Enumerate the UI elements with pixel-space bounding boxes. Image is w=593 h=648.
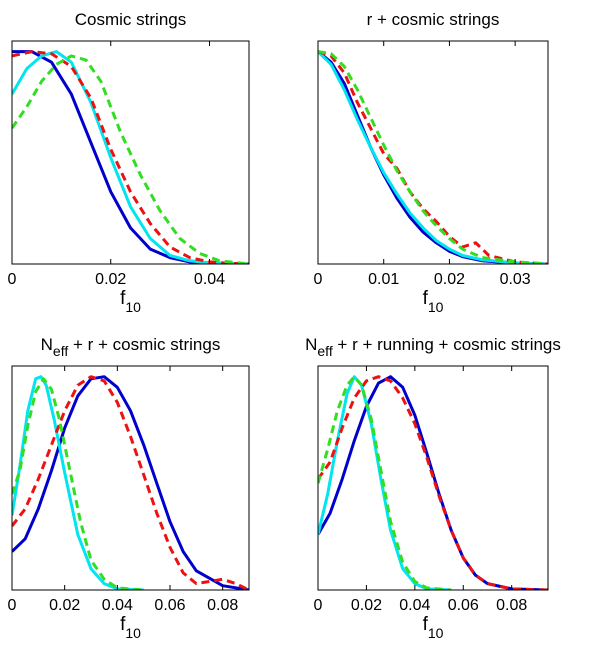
series-line-blue — [318, 375, 548, 590]
x-tick-label: 0.02 — [49, 597, 80, 614]
series-line-red — [318, 375, 548, 590]
x-tick-label: 0.06 — [448, 597, 479, 614]
panel-3: Neff + r + cosmic strings 0 0.02 0.04 0.06 0.… — [8, 335, 250, 641]
x-axis-label: f10 — [120, 614, 141, 641]
panel-4: Neff + r + running + cosmic strings 0 0.02… — [305, 335, 561, 641]
x-tick-label: 0.04 — [194, 271, 225, 288]
x-tick-label: 0 — [8, 271, 17, 288]
x-axis-label: f10 — [423, 288, 444, 315]
x-tick-label: 0.02 — [95, 271, 126, 288]
axes-frame — [11, 40, 250, 265]
series-line-green — [318, 50, 548, 264]
x-tick-label: 0.08 — [207, 597, 238, 614]
panel-1: Cosmic strings 0 0.02 0.04 f10 — [8, 10, 250, 315]
x-tick-label: 0.04 — [102, 597, 133, 614]
axes-frame — [11, 365, 250, 591]
x-tick-label: 0 — [314, 597, 323, 614]
x-tick-label: 0.01 — [368, 271, 399, 288]
series-group — [12, 375, 249, 590]
axes-frame — [317, 365, 549, 591]
series-line-red — [12, 375, 249, 590]
panel-title: r + cosmic strings — [367, 10, 500, 29]
panel-title: Cosmic strings — [75, 10, 186, 29]
x-tick-label: 0.08 — [496, 597, 527, 614]
series-group — [318, 375, 548, 590]
series-group — [318, 50, 548, 264]
series-line-cyan — [12, 375, 144, 590]
axes-frame — [317, 40, 549, 265]
x-tick-label: 0 — [314, 271, 323, 288]
panel-title: Neff + r + cosmic strings — [41, 335, 221, 359]
x-axis-label: f10 — [423, 614, 444, 641]
series-line-blue — [12, 50, 249, 264]
x-tick-label: 0.06 — [154, 597, 185, 614]
series-line-blue — [12, 375, 249, 590]
x-tick-label: 0.02 — [351, 597, 382, 614]
series-line-cyan — [318, 50, 548, 264]
panel-2: r + cosmic strings 0 0.01 0.02 0.03 f10 — [314, 10, 549, 315]
x-tick-label: 0.03 — [500, 271, 531, 288]
x-axis-label: f10 — [120, 288, 141, 315]
x-tick-label: 0 — [8, 597, 17, 614]
x-tick-label: 0.04 — [399, 597, 430, 614]
series-line-green — [12, 54, 249, 264]
series-line-green — [12, 377, 144, 590]
series-line-cyan — [12, 50, 249, 264]
series-line-red — [12, 50, 249, 264]
series-line-blue — [318, 50, 548, 264]
series-group — [12, 50, 249, 264]
x-tick-label: 0.02 — [434, 271, 465, 288]
series-line-red — [318, 50, 548, 264]
series-line-green — [318, 375, 452, 590]
panel-title: Neff + r + running + cosmic strings — [305, 335, 561, 359]
